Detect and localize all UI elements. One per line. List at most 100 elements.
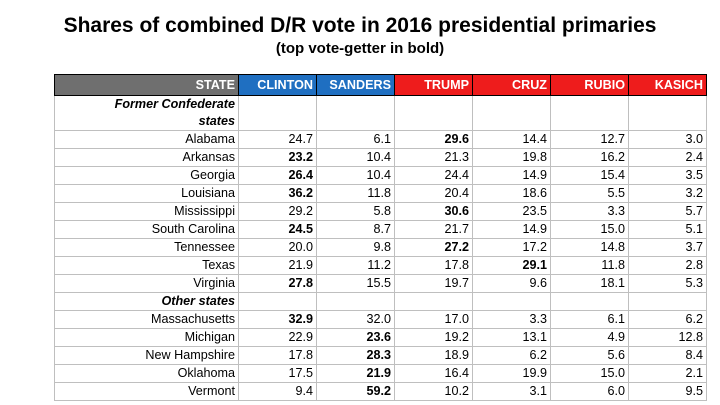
state-name-cell: Tennessee (54, 238, 239, 257)
vote-share-cell: 23.2 (238, 148, 317, 167)
vote-share-cell: 15.5 (316, 274, 395, 293)
table-row: Oklahoma 17.5 21.9 16.4 19.9 15.0 2.1 (54, 364, 707, 383)
table-row: Texas 21.9 11.2 17.8 29.1 11.8 2.8 (54, 256, 707, 275)
vote-share-cell: 17.5 (238, 364, 317, 383)
empty-cell (316, 292, 395, 311)
vote-share-cell: 32.0 (316, 310, 395, 329)
header-row: STATE CLINTON SANDERS TRUMP CRUZ RUBIO K… (54, 74, 707, 96)
vote-share-cell: 19.9 (472, 364, 551, 383)
vote-share-cell: 17.8 (238, 346, 317, 365)
kasich-column-header: KASICH (628, 74, 707, 96)
empty-cell (628, 292, 707, 311)
vote-share-cell: 10.4 (316, 148, 395, 167)
vote-share-cell: 15.0 (550, 220, 629, 239)
section-label-line: Former Confederate (114, 97, 235, 111)
state-name-cell: Georgia (54, 166, 239, 185)
state-name-cell: Arkansas (54, 148, 239, 167)
section-label: Other states (54, 292, 239, 311)
vote-share-cell: 20.0 (238, 238, 317, 257)
vote-share-cell: 14.9 (472, 166, 551, 185)
vote-share-cell: 3.5 (628, 166, 707, 185)
state-name-cell: Texas (54, 256, 239, 275)
section-header-row: Other states (54, 292, 707, 311)
state-name-cell: Massachusetts (54, 310, 239, 329)
vote-share-table: STATE CLINTON SANDERS TRUMP CRUZ RUBIO K… (54, 74, 707, 401)
empty-cell (238, 95, 317, 131)
vote-share-cell: 11.2 (316, 256, 395, 275)
vote-share-cell: 3.0 (628, 130, 707, 149)
rubio-column-header: RUBIO (550, 74, 629, 96)
vote-share-cell: 5.7 (628, 202, 707, 221)
vote-share-cell: 6.2 (628, 310, 707, 329)
vote-share-cell: 3.2 (628, 184, 707, 203)
state-name-cell: Vermont (54, 382, 239, 401)
empty-cell (550, 292, 629, 311)
vote-share-cell: 27.8 (238, 274, 317, 293)
table-body: Former Confederate states Alabama 24.7 6.1 29… (54, 95, 707, 401)
vote-share-cell: 5.1 (628, 220, 707, 239)
vote-share-cell: 24.7 (238, 130, 317, 149)
vote-share-cell: 14.4 (472, 130, 551, 149)
sanders-column-header: SANDERS (316, 74, 395, 96)
vote-share-cell: 9.8 (316, 238, 395, 257)
table-row: South Carolina 24.5 8.7 21.7 14.9 15.0 5.1 (54, 220, 707, 239)
vote-share-cell: 17.8 (394, 256, 473, 275)
vote-share-cell: 9.4 (238, 382, 317, 401)
table-row: Georgia 26.4 10.4 24.4 14.9 15.4 3.5 (54, 166, 707, 185)
table-row: Virginia 27.8 15.5 19.7 9.6 18.1 5.3 (54, 274, 707, 293)
vote-share-cell: 5.5 (550, 184, 629, 203)
state-column-header: STATE (54, 74, 239, 96)
vote-share-cell: 21.9 (238, 256, 317, 275)
vote-share-cell: 59.2 (316, 382, 395, 401)
vote-share-cell: 6.2 (472, 346, 551, 365)
state-name-cell: New Hampshire (54, 346, 239, 365)
vote-share-cell: 8.4 (628, 346, 707, 365)
empty-cell (628, 95, 707, 131)
state-name-cell: Mississippi (54, 202, 239, 221)
empty-cell (238, 292, 317, 311)
table-row: Arkansas 23.2 10.4 21.3 19.8 16.2 2.4 (54, 148, 707, 167)
vote-share-cell: 17.2 (472, 238, 551, 257)
vote-share-cell: 5.6 (550, 346, 629, 365)
vote-share-cell: 14.9 (472, 220, 551, 239)
table-row: New Hampshire 17.8 28.3 18.9 6.2 5.6 8.4 (54, 346, 707, 365)
state-name-cell: Oklahoma (54, 364, 239, 383)
vote-share-cell: 2.1 (628, 364, 707, 383)
section-label-line: Other states (161, 294, 236, 308)
table-row: Alabama 24.7 6.1 29.6 14.4 12.7 3.0 (54, 130, 707, 149)
vote-share-cell: 2.4 (628, 148, 707, 167)
vote-share-cell: 10.4 (316, 166, 395, 185)
vote-share-cell: 18.1 (550, 274, 629, 293)
empty-cell (472, 95, 551, 131)
vote-share-cell: 12.7 (550, 130, 629, 149)
section-label-line: states (198, 114, 235, 128)
vote-share-cell: 12.8 (628, 328, 707, 347)
vote-share-cell: 18.9 (394, 346, 473, 365)
vote-share-cell: 4.9 (550, 328, 629, 347)
vote-share-cell: 14.8 (550, 238, 629, 257)
table-row: Massachusetts 32.9 32.0 17.0 3.3 6.1 6.2 (54, 310, 707, 329)
state-name-cell: South Carolina (54, 220, 239, 239)
vote-share-cell: 6.0 (550, 382, 629, 401)
vote-share-cell: 6.1 (550, 310, 629, 329)
vote-share-cell: 11.8 (550, 256, 629, 275)
table-row: Mississippi 29.2 5.8 30.6 23.5 3.3 5.7 (54, 202, 707, 221)
vote-share-cell: 15.4 (550, 166, 629, 185)
vote-share-cell: 16.4 (394, 364, 473, 383)
vote-share-cell: 26.4 (238, 166, 317, 185)
state-name-cell: Michigan (54, 328, 239, 347)
vote-share-cell: 9.6 (472, 274, 551, 293)
clinton-column-header: CLINTON (238, 74, 317, 96)
page-subtitle: (top vote-getter in bold) (275, 40, 445, 57)
vote-share-cell: 11.8 (316, 184, 395, 203)
vote-share-cell: 3.7 (628, 238, 707, 257)
vote-share-cell: 29.6 (394, 130, 473, 149)
vote-share-cell: 19.8 (472, 148, 551, 167)
vote-share-cell: 15.0 (550, 364, 629, 383)
state-name-cell: Louisiana (54, 184, 239, 203)
table-row: Louisiana 36.2 11.8 20.4 18.6 5.5 3.2 (54, 184, 707, 203)
vote-share-cell: 23.6 (316, 328, 395, 347)
vote-share-cell: 3.3 (472, 310, 551, 329)
vote-share-cell: 5.3 (628, 274, 707, 293)
vote-share-cell: 18.6 (472, 184, 551, 203)
